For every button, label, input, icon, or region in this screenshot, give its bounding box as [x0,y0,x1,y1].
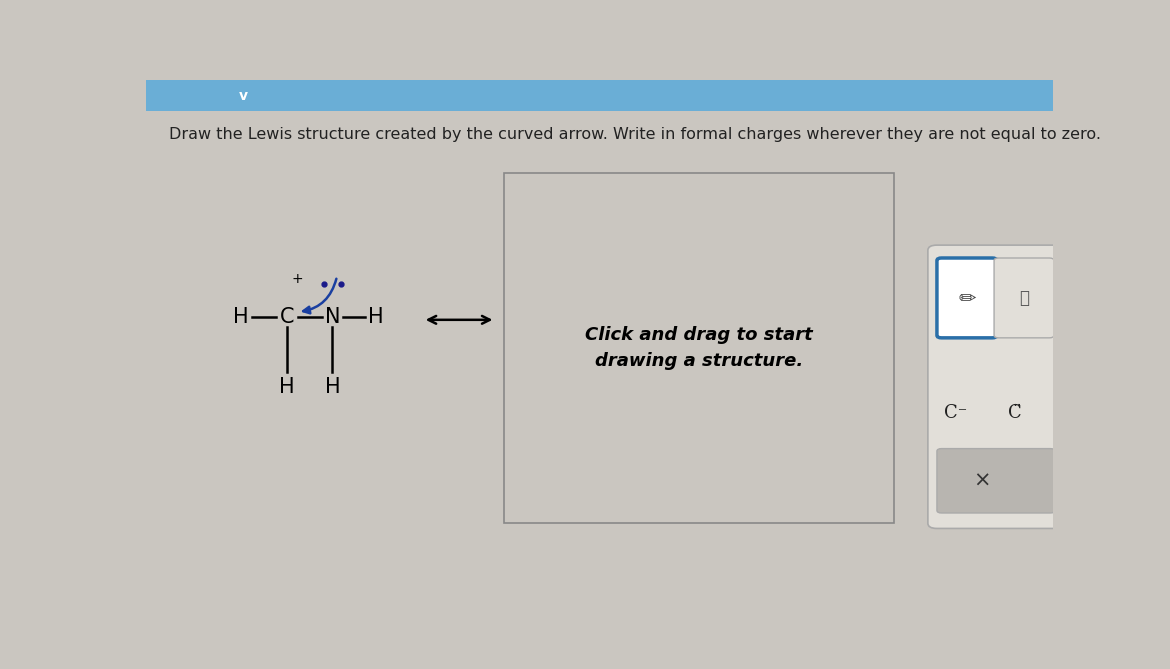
Text: C̈: C̈ [1009,403,1021,421]
Text: N: N [325,307,340,327]
FancyBboxPatch shape [928,245,1062,529]
Text: v: v [239,89,248,103]
Text: H: H [278,377,295,397]
Text: H: H [369,307,384,327]
Text: Draw the Lewis structure created by the curved arrow. Write in formal charges wh: Draw the Lewis structure created by the … [168,126,1101,142]
FancyArrowPatch shape [303,279,336,313]
Text: 🧹: 🧹 [1019,289,1028,307]
Text: +: + [291,272,303,286]
Text: ✏: ✏ [958,288,976,308]
FancyBboxPatch shape [937,258,997,338]
Text: C: C [280,307,294,327]
Text: ×: × [973,471,991,491]
Text: H: H [233,307,249,327]
Text: H: H [325,377,340,397]
Text: Click and drag to start
drawing a structure.: Click and drag to start drawing a struct… [585,326,813,371]
FancyBboxPatch shape [937,449,1055,513]
Bar [504,173,894,523]
Text: C⁻: C⁻ [944,403,968,421]
FancyBboxPatch shape [994,258,1054,338]
Bar [146,80,1053,111]
